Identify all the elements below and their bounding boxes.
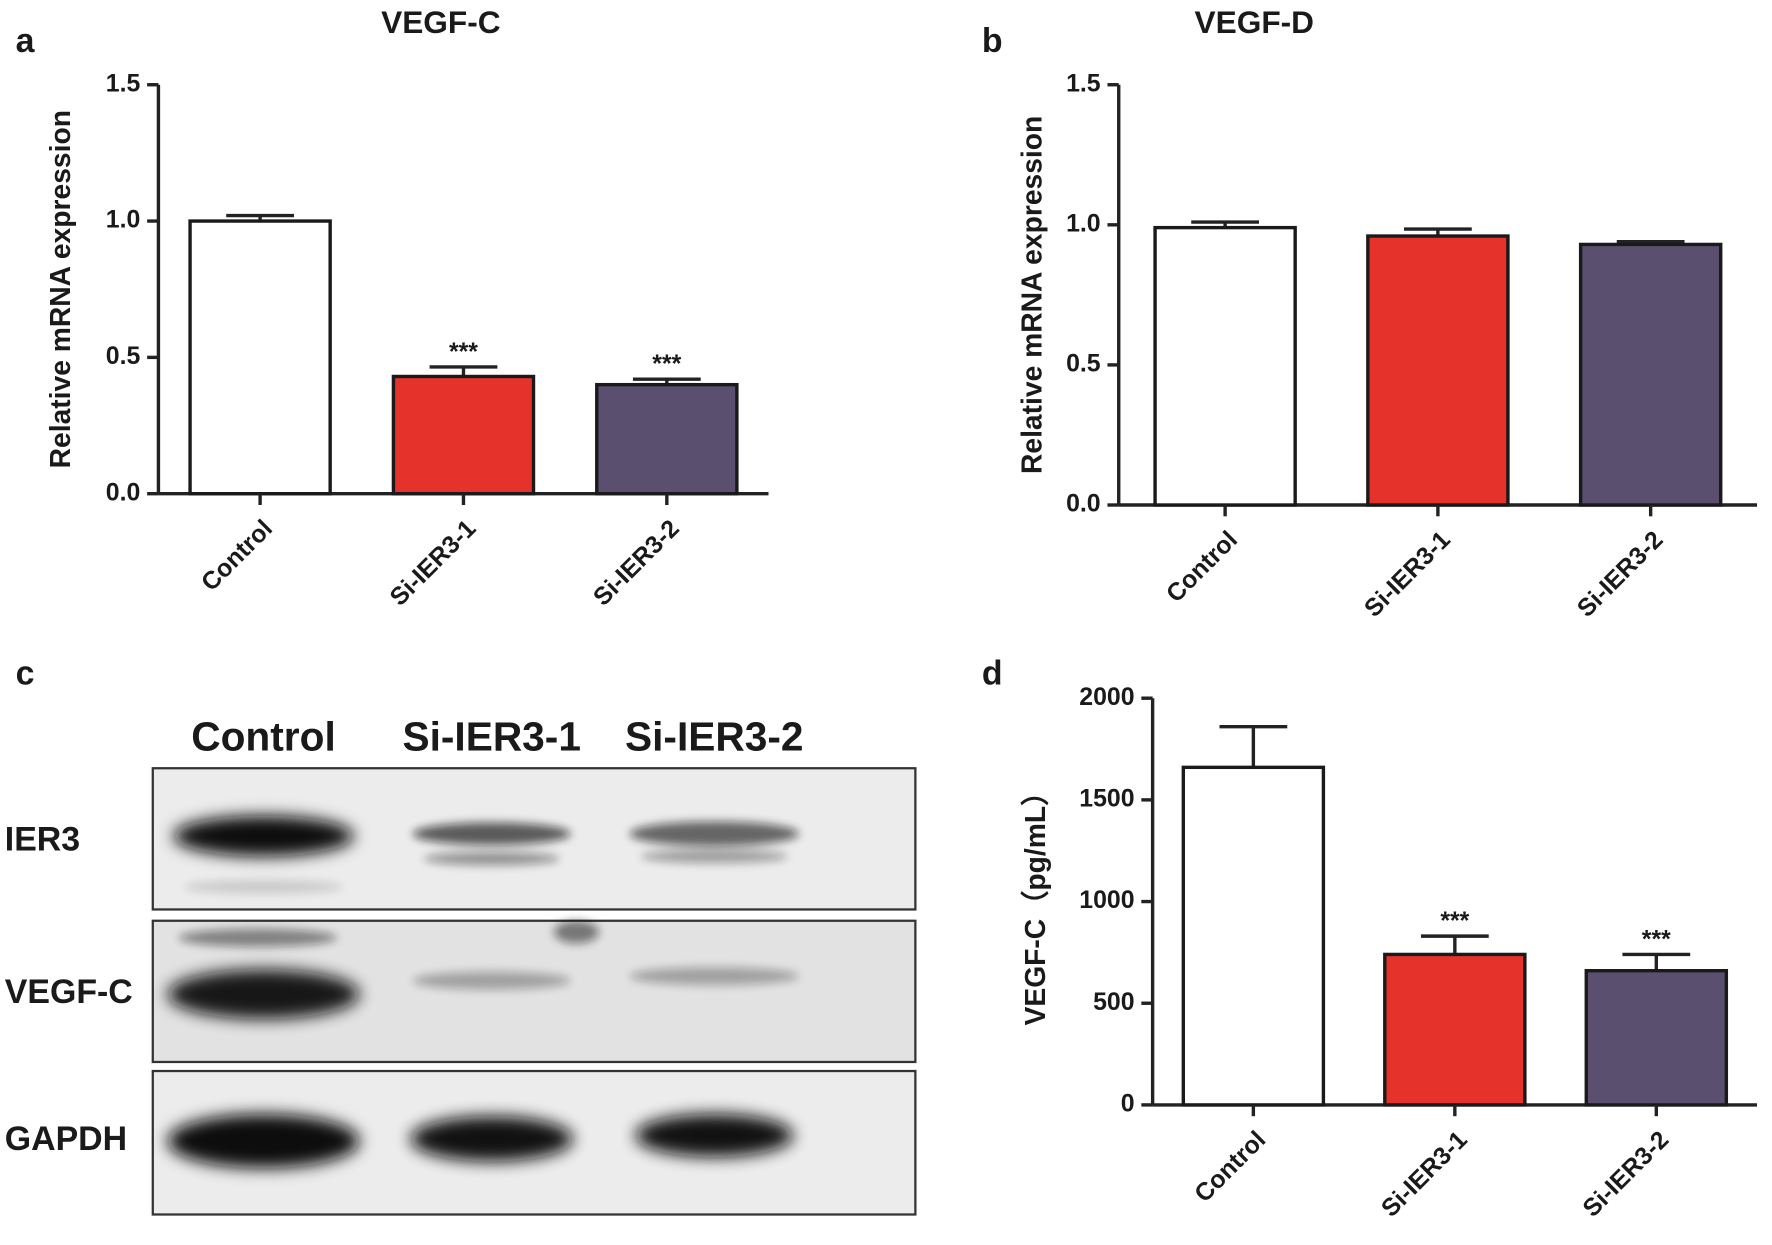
y-tick-label: 500 — [1093, 989, 1134, 1016]
bar — [1383, 952, 1527, 1107]
blot-band — [184, 880, 343, 894]
x-tick-label: Si-IER3-2 — [1572, 526, 1668, 622]
bar — [595, 382, 739, 496]
row-label: VEGF-C — [5, 973, 133, 1011]
y-tick-label: 0.0 — [106, 479, 141, 506]
lane-label: Si-IER3-2 — [625, 714, 803, 760]
y-tick-label: 1.0 — [1066, 210, 1101, 237]
blot-band — [167, 969, 360, 1020]
lane-label: Control — [191, 714, 336, 760]
y-tick-label: 1000 — [1079, 887, 1134, 914]
blot-band — [167, 1113, 360, 1169]
blot-band — [635, 1113, 794, 1157]
y-axis-label: VEGF-C（pg/mL） — [1019, 778, 1051, 1026]
y-tick-label: 2000 — [1079, 684, 1134, 711]
row-label: IER3 — [5, 821, 80, 859]
blot-band — [629, 821, 800, 847]
x-tick-label: Si-IER3-1 — [385, 515, 481, 611]
blot-band — [412, 822, 571, 846]
panel-label: d — [982, 655, 1003, 693]
y-axis-label: Relative mRNA expression — [1015, 116, 1047, 474]
y-tick-label: 1.5 — [106, 70, 141, 97]
x-tick-label: Si-IER3-2 — [1578, 1126, 1674, 1222]
y-tick-label: 0.0 — [1066, 491, 1101, 518]
y-tick-label: 1.0 — [106, 207, 141, 234]
x-tick-label: Si-IER3-2 — [589, 515, 685, 611]
blot-band — [173, 815, 354, 857]
blot-band — [423, 851, 560, 866]
y-tick-label: 0.5 — [106, 343, 141, 370]
blot-band — [629, 967, 800, 986]
significance-label: *** — [652, 351, 681, 378]
x-tick-label: Control — [196, 515, 278, 597]
blot-band — [412, 971, 571, 990]
y-tick-label: 0 — [1121, 1090, 1135, 1117]
bar — [1181, 765, 1326, 1107]
significance-label: *** — [1642, 926, 1671, 953]
chart-title: VEGF-C — [381, 4, 500, 40]
bar — [1578, 242, 1723, 507]
bar — [391, 374, 536, 496]
x-tick-label: Control — [1162, 526, 1244, 608]
significance-label: *** — [1440, 908, 1469, 935]
bar — [1584, 968, 1729, 1107]
row-label: GAPDH — [5, 1120, 127, 1158]
blot-band — [178, 928, 337, 947]
bar — [1366, 234, 1510, 507]
bar — [188, 219, 332, 496]
y-tick-label: 1.5 — [1066, 70, 1101, 97]
blot-band — [410, 1116, 574, 1162]
significance-label: *** — [449, 339, 478, 366]
y-tick-label: 0.5 — [1066, 350, 1101, 377]
y-axis-label: Relative mRNA expression — [44, 110, 76, 468]
x-tick-label: Si-IER3-1 — [1377, 1126, 1473, 1222]
blot-band — [640, 849, 788, 864]
blot-band — [553, 920, 600, 944]
y-tick-label: 1500 — [1079, 785, 1134, 812]
panel-label: a — [16, 22, 36, 60]
lane-label: Si-IER3-1 — [402, 714, 580, 760]
panel-label: b — [982, 22, 1003, 60]
chart-title: VEGF-D — [1195, 4, 1314, 40]
x-tick-label: Si-IER3-1 — [1360, 526, 1456, 622]
panel-label: c — [16, 655, 35, 693]
x-tick-label: Control — [1190, 1126, 1272, 1208]
bar — [1153, 225, 1297, 507]
